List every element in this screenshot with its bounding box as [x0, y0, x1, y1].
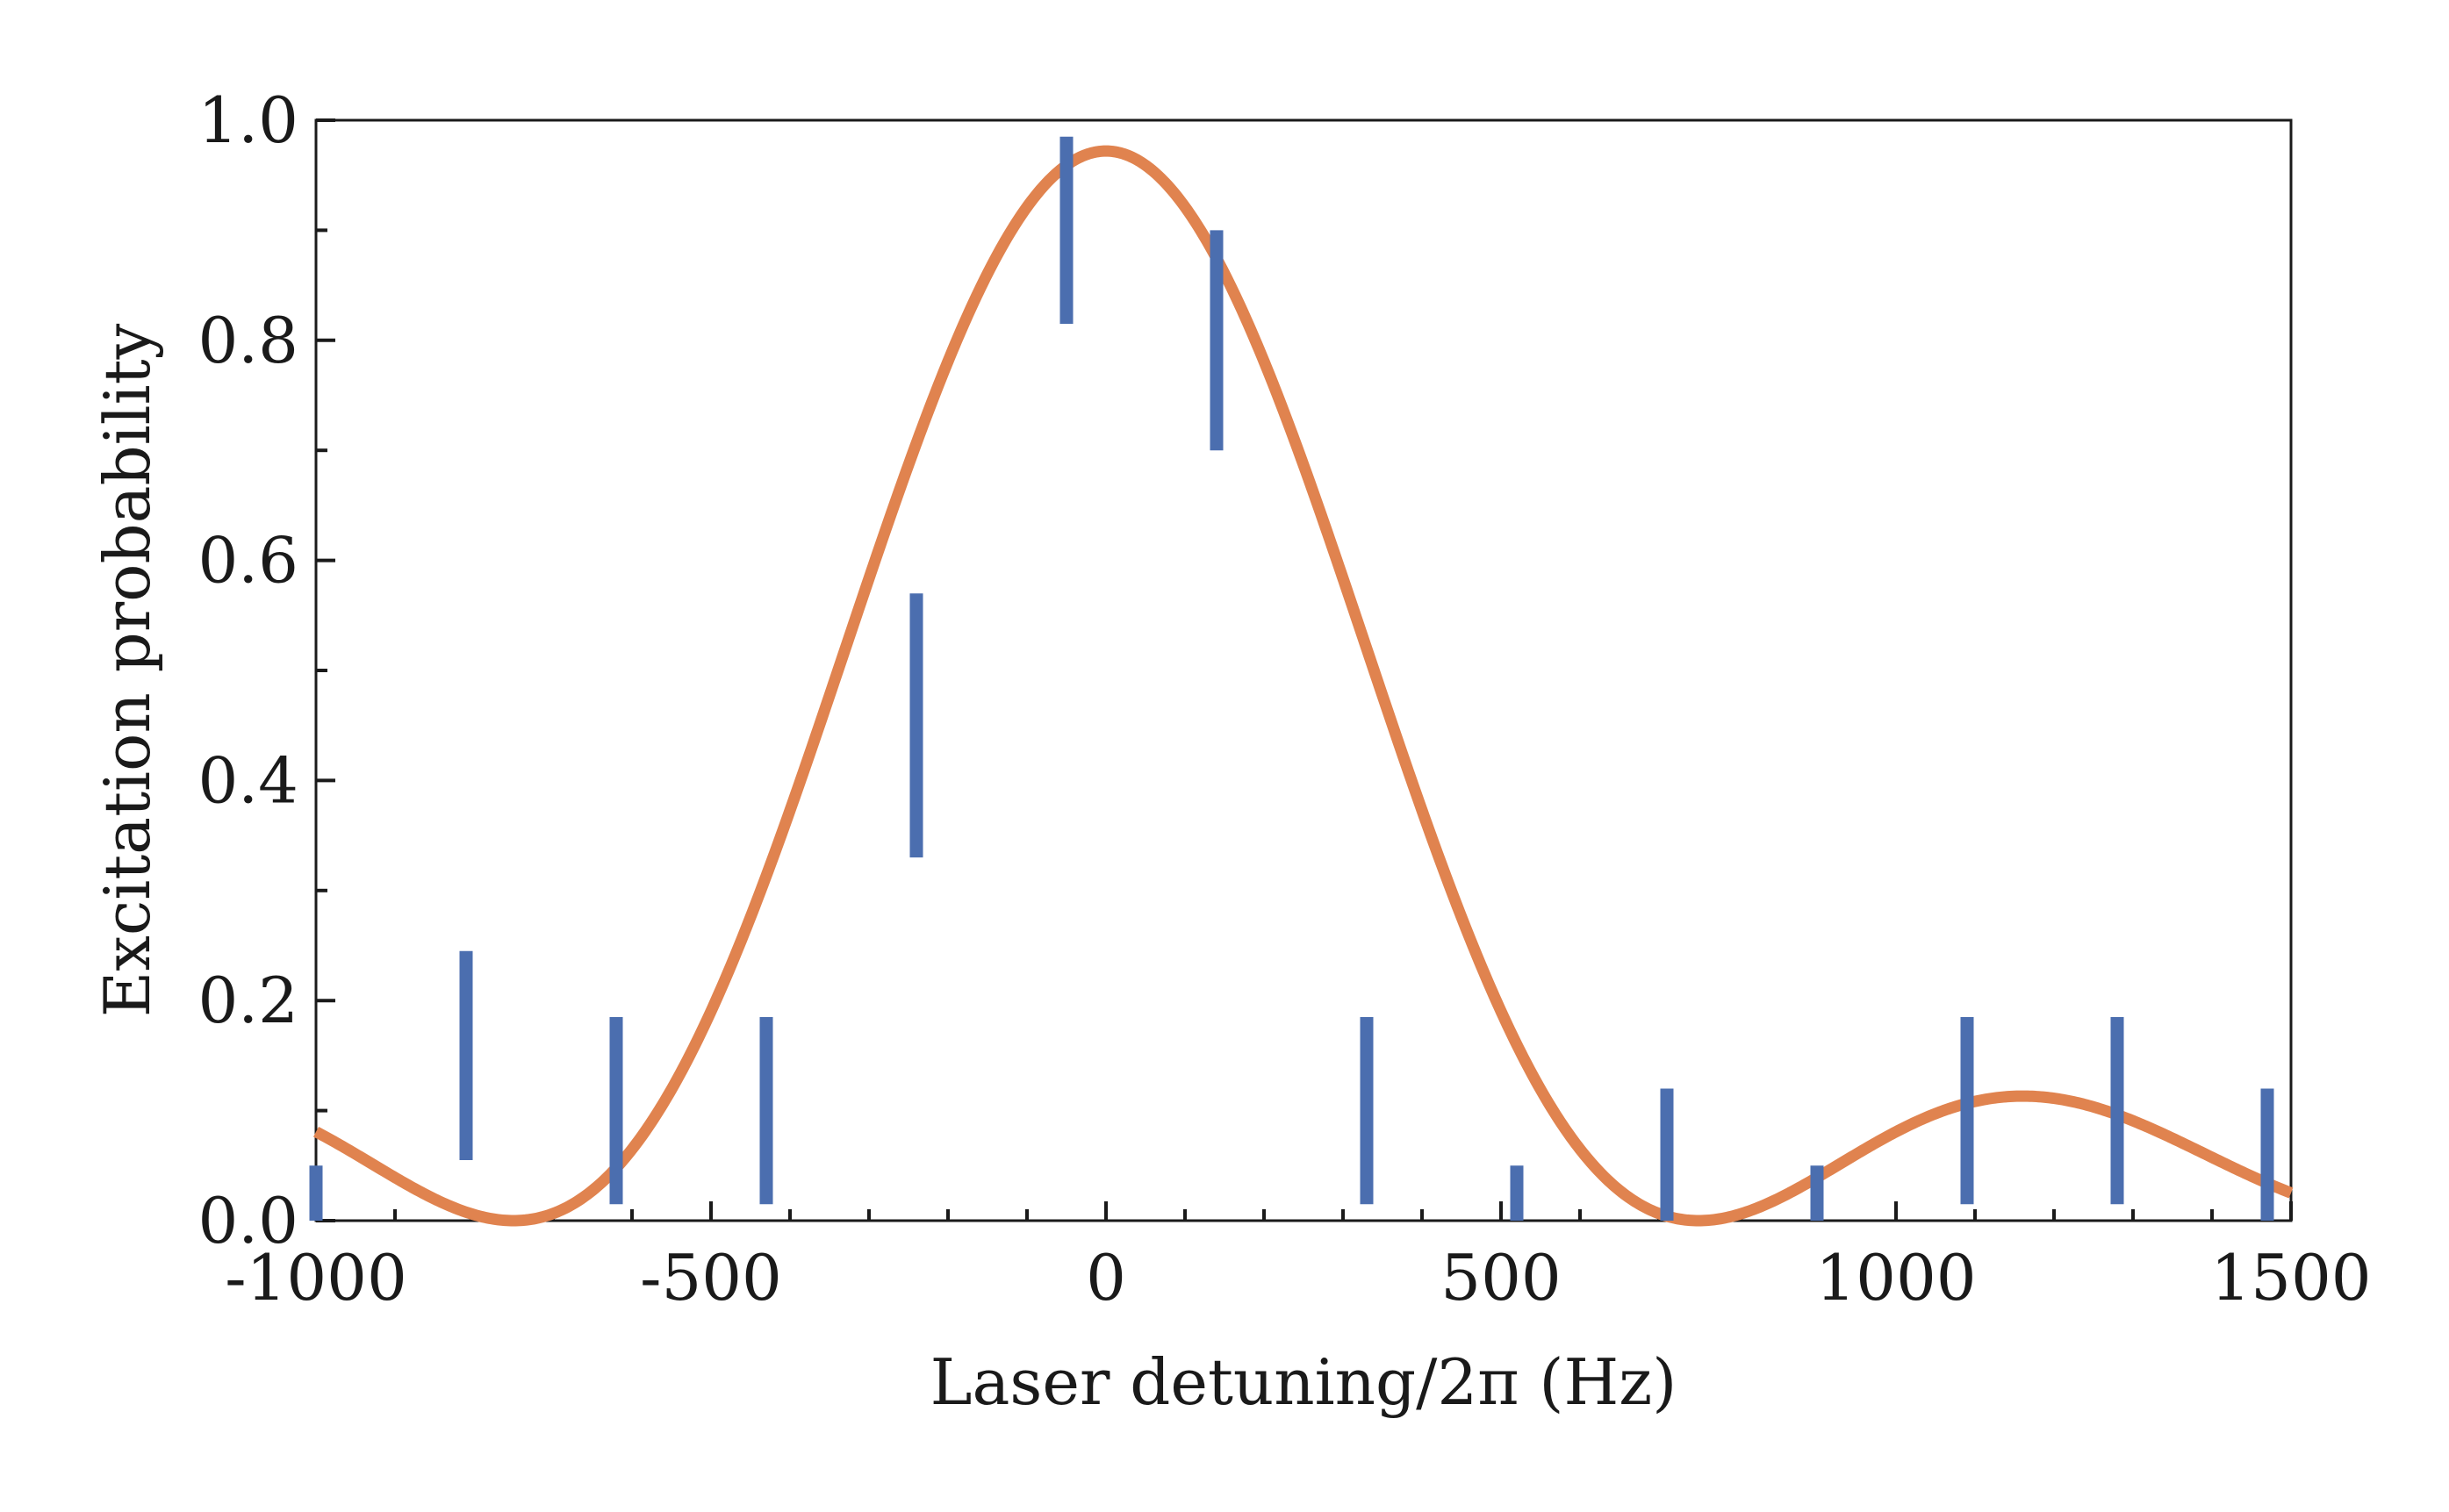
x-axis-tick-labels: -1000 -500 0 500 1000 1500 — [225, 1241, 2371, 1315]
y-tick-label: 0.4 — [198, 743, 298, 817]
x-tick-label: 1500 — [2210, 1241, 2371, 1315]
y-axis-ticks — [316, 118, 335, 1222]
y-tick-label: 0.8 — [198, 304, 298, 377]
y-tick-label: 0.0 — [198, 1184, 298, 1258]
y-axis-tick-labels: 0.0 0.2 0.4 0.6 0.8 1.0 — [198, 83, 298, 1258]
x-tick-label: 0 — [1086, 1241, 1126, 1315]
x-tick-label: 500 — [1440, 1241, 1561, 1315]
x-axis-ticks — [314, 1201, 2293, 1221]
y-tick-label: 0.2 — [198, 964, 298, 1037]
x-axis-label: Laser detuning/2π (Hz) — [930, 1345, 1677, 1419]
data-error-bars — [309, 136, 2274, 1221]
x-tick-label: -1000 — [225, 1241, 407, 1315]
x-tick-label: -500 — [640, 1241, 782, 1315]
y-tick-label: 0.6 — [198, 524, 298, 598]
y-tick-label: 1.0 — [198, 83, 298, 157]
x-tick-label: 1000 — [1815, 1241, 1976, 1315]
y-axis-label: Excitation probability — [90, 323, 164, 1017]
